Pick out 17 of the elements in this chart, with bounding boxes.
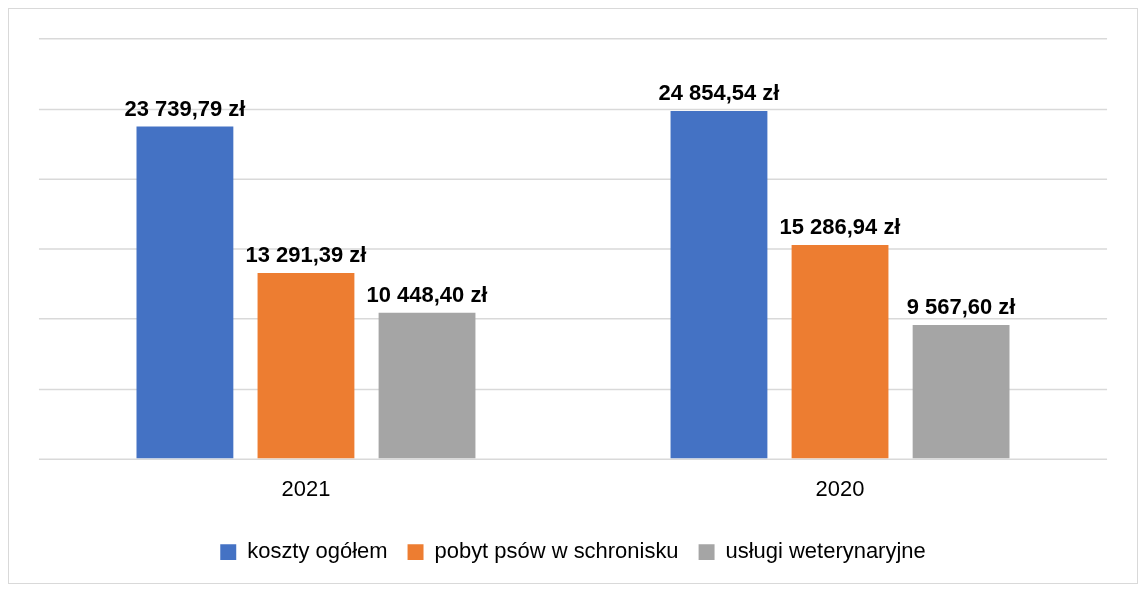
- data-label: 13 291,39 zł: [245, 242, 367, 267]
- bar: [257, 272, 355, 459]
- data-label: 15 286,94 zł: [779, 214, 901, 240]
- data-label: 23 739,79 zł: [124, 95, 246, 121]
- legend-label: pobyt psów w schronisku: [434, 538, 679, 564]
- data-label: 24 854,54 zł: [658, 80, 780, 106]
- data-label: 10 448,40 zł: [366, 281, 488, 307]
- x-tick-label: 2021: [281, 476, 331, 502]
- bar: [378, 312, 476, 459]
- data-label: 9 567,60 zł: [906, 294, 1016, 320]
- bar: [791, 244, 889, 459]
- legend-label: koszty ogółem: [247, 538, 388, 564]
- bar: [670, 110, 768, 459]
- bar: [912, 325, 1010, 459]
- legend-label: usługi weterynaryjne: [725, 538, 926, 564]
- x-tick-label: 2020: [815, 476, 865, 502]
- bar: [136, 126, 234, 459]
